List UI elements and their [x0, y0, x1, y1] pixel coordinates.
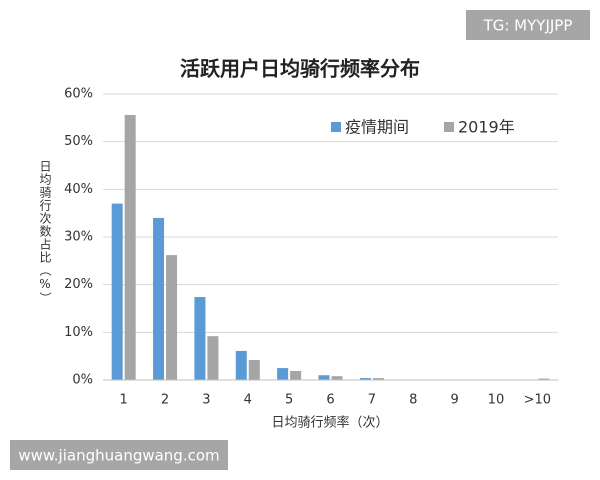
watermark-box [466, 10, 590, 40]
y-tick-label: 20% [64, 277, 93, 292]
bar [277, 368, 289, 380]
y-tick-label: 40% [64, 182, 93, 197]
x-tick-label: 6 [326, 393, 334, 408]
y-axis-label: 日均骑行次数占比（%） [38, 160, 52, 305]
x-tick-label: 1 [120, 393, 128, 408]
bar [331, 376, 343, 380]
x-tick-label: 9 [450, 393, 458, 408]
bar [124, 114, 136, 381]
bar [166, 255, 178, 380]
bar [194, 297, 206, 380]
bar [111, 203, 123, 380]
y-tick-label: 60% [64, 87, 93, 102]
legend-label: 2019年 [458, 118, 515, 137]
x-tick-label: 5 [285, 393, 293, 408]
x-axis-label: 日均骑行频率（次） [271, 415, 388, 431]
legend-swatch [331, 122, 341, 132]
x-tick-label: 3 [202, 393, 210, 408]
watermark: www.jianghuangwang.com [18, 447, 219, 465]
bar [248, 359, 260, 380]
y-tick-label: 50% [64, 134, 93, 149]
chart-title: 活跃用户日均骑行频率分布 [180, 57, 420, 81]
x-tick-label: 4 [244, 393, 252, 408]
bar [153, 217, 165, 380]
bar [290, 370, 302, 380]
x-tick-label: >10 [524, 393, 551, 408]
bar [359, 378, 371, 380]
bar [538, 378, 550, 380]
bar [372, 378, 384, 380]
watermark-box [10, 440, 228, 470]
x-tick-label: 8 [409, 393, 417, 408]
legend-label: 疫情期间 [345, 118, 409, 137]
bar [235, 350, 247, 380]
y-tick-label: 10% [64, 325, 93, 340]
watermark: TG: MYYJJPP [483, 17, 573, 35]
y-tick-label: 30% [64, 230, 93, 245]
bar [207, 336, 219, 380]
x-tick-label: 10 [488, 393, 505, 408]
y-tick-label: 0% [72, 373, 93, 388]
x-tick-label: 7 [368, 393, 376, 408]
x-tick-label: 2 [161, 393, 169, 408]
legend-swatch [444, 122, 454, 132]
bar [318, 375, 330, 380]
